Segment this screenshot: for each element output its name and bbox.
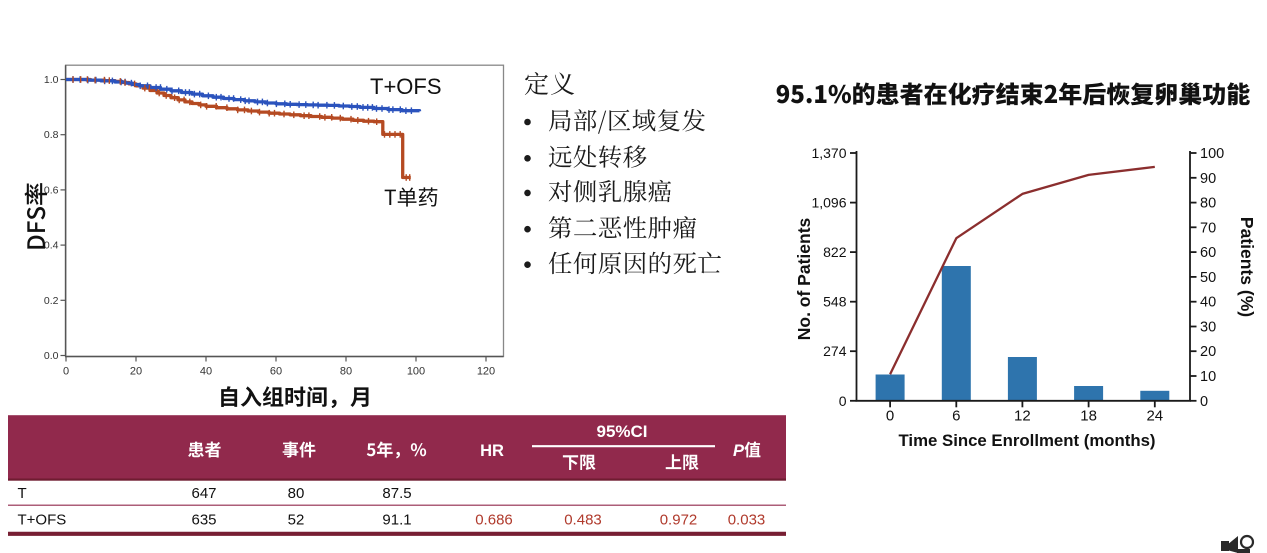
svg-text:6: 6 — [952, 407, 960, 424]
svg-text:T+OFS: T+OFS — [18, 512, 67, 529]
svg-text:95%CI: 95%CI — [596, 422, 647, 441]
svg-text:90: 90 — [1200, 171, 1216, 187]
svg-text:70: 70 — [1200, 220, 1216, 236]
svg-text:Time Since Enrollment (months): Time Since Enrollment (months) — [898, 431, 1155, 450]
svg-text:100: 100 — [1200, 146, 1224, 162]
svg-text:40: 40 — [200, 366, 212, 378]
svg-text:1,096: 1,096 — [811, 195, 846, 211]
svg-text:0.483: 0.483 — [564, 512, 602, 529]
svg-text:1.0: 1.0 — [44, 74, 59, 86]
svg-text:60: 60 — [270, 366, 282, 378]
svg-text:80: 80 — [1200, 196, 1216, 212]
svg-text:0.6: 0.6 — [44, 184, 59, 196]
svg-text:0.033: 0.033 — [728, 512, 766, 529]
svg-text:822: 822 — [823, 244, 847, 260]
svg-text:0: 0 — [1200, 394, 1208, 410]
svg-text:Patients (%): Patients (%) — [1237, 217, 1257, 317]
svg-text:50: 50 — [1200, 270, 1216, 286]
svg-text:20: 20 — [1200, 344, 1216, 360]
svg-text:0.8: 0.8 — [44, 129, 59, 141]
svg-text:24: 24 — [1146, 407, 1163, 424]
svg-text:0: 0 — [839, 393, 847, 409]
svg-text:100: 100 — [407, 366, 425, 378]
svg-text:10: 10 — [1200, 369, 1216, 385]
svg-text:0.2: 0.2 — [44, 295, 59, 307]
svg-text:120: 120 — [477, 366, 495, 378]
svg-text:0.4: 0.4 — [44, 240, 59, 252]
svg-text:HR: HR — [480, 442, 504, 460]
svg-text:18: 18 — [1080, 407, 1097, 424]
svg-text:635: 635 — [191, 512, 216, 529]
svg-text:0.686: 0.686 — [475, 512, 513, 529]
svg-text:1,370: 1,370 — [811, 145, 846, 161]
svg-text:12: 12 — [1014, 407, 1031, 424]
svg-text:60: 60 — [1200, 245, 1216, 261]
svg-text:548: 548 — [823, 294, 847, 310]
svg-text:0: 0 — [886, 407, 894, 424]
svg-text:52: 52 — [288, 512, 305, 529]
svg-text:80: 80 — [288, 485, 305, 502]
svg-text:T+OFS: T+OFS — [370, 74, 442, 99]
svg-text:274: 274 — [823, 343, 847, 359]
svg-text:0.972: 0.972 — [660, 512, 698, 529]
svg-text:0.0: 0.0 — [44, 350, 59, 362]
svg-text:80: 80 — [340, 366, 352, 378]
svg-text:30: 30 — [1200, 320, 1216, 336]
svg-text:P: P — [733, 442, 745, 460]
svg-text:20: 20 — [130, 366, 142, 378]
svg-text:No. of Patients: No. of Patients — [794, 217, 814, 340]
svg-text:91.1: 91.1 — [382, 512, 411, 529]
svg-text:647: 647 — [191, 485, 216, 502]
svg-text:87.5: 87.5 — [382, 485, 411, 502]
svg-text:T: T — [18, 485, 27, 502]
svg-text:0: 0 — [63, 366, 69, 378]
svg-text:40: 40 — [1200, 295, 1216, 311]
